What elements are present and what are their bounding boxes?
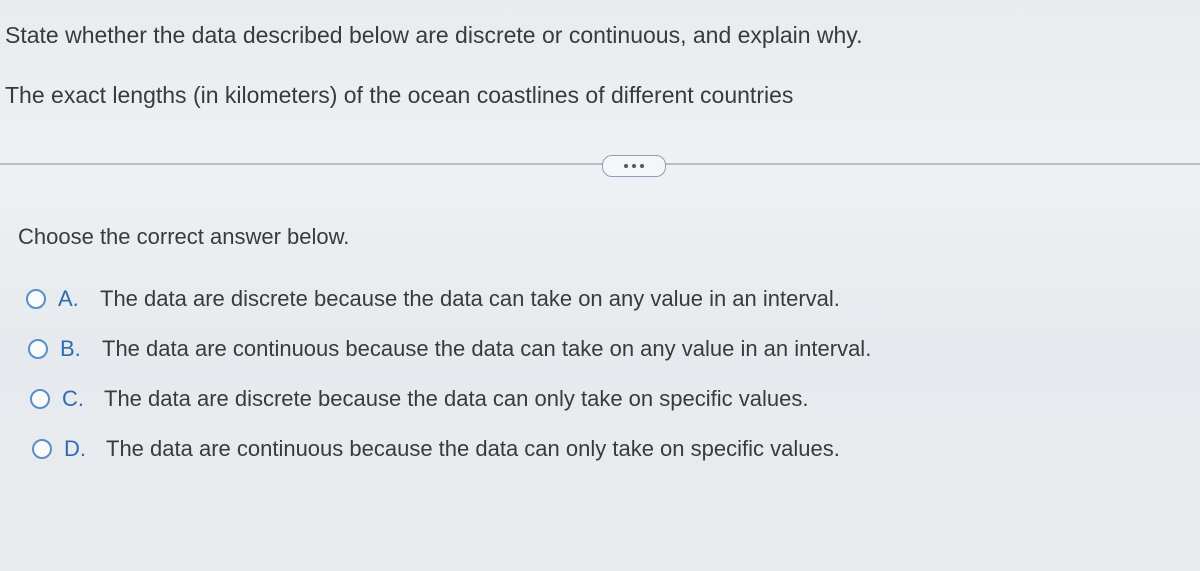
- option-label: B.: [60, 336, 81, 361]
- divider: [0, 163, 1200, 165]
- radio-button[interactable]: [28, 339, 48, 359]
- radio-button[interactable]: [26, 289, 46, 309]
- option[interactable]: C. The data are discrete because the data…: [30, 384, 808, 414]
- prompt: The exact lengths (in kilometers) of the…: [5, 82, 794, 108]
- option[interactable]: B. The data are continuous because the da…: [28, 334, 871, 364]
- option-text: The data are discrete because the data c…: [100, 286, 840, 311]
- radio-button[interactable]: [32, 439, 52, 459]
- option-text: The data are discrete because the data c…: [104, 386, 809, 411]
- option-label: A.: [58, 286, 79, 311]
- question: State whether the data described below a…: [5, 22, 863, 48]
- option[interactable]: D. The data are continuous because the da…: [32, 434, 840, 464]
- expand-button[interactable]: [602, 155, 666, 177]
- option-text: The data are continuous because the data…: [102, 336, 872, 361]
- option-text: The data are continuous because the data…: [106, 436, 840, 461]
- instruction: Choose the correct answer below.: [18, 224, 350, 249]
- option-label: D.: [64, 436, 86, 461]
- radio-button[interactable]: [30, 389, 50, 409]
- option-label: C.: [62, 386, 84, 411]
- option[interactable]: A. The data are discrete because the data…: [26, 284, 840, 314]
